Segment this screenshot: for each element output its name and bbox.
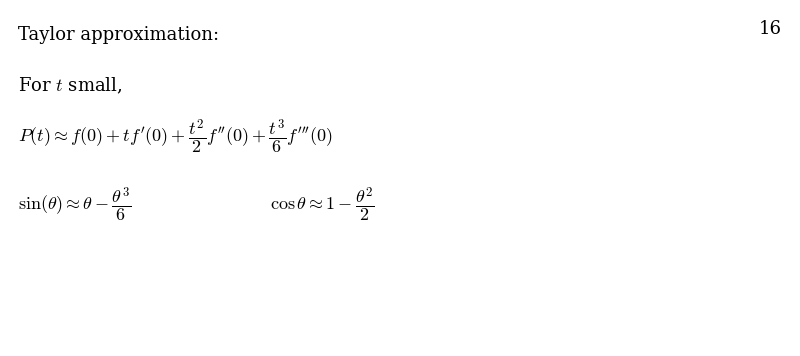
Text: $\sin(\theta) \approx \theta - \dfrac{\theta^3}{6}$: $\sin(\theta) \approx \theta - \dfrac{\t…: [18, 186, 132, 224]
Text: For $t$ small,: For $t$ small,: [18, 76, 122, 96]
Text: $P(t) \approx f(0) + tf^{\prime}(0) + \dfrac{t^2}{2}f^{\prime\prime}(0) + \dfrac: $P(t) \approx f(0) + tf^{\prime}(0) + \d…: [18, 118, 333, 156]
Text: 16: 16: [759, 20, 782, 38]
Text: Taylor approximation:: Taylor approximation:: [18, 26, 219, 44]
Text: $\cos\theta \approx 1 - \dfrac{\theta^2}{2}$: $\cos\theta \approx 1 - \dfrac{\theta^2}…: [270, 186, 375, 224]
